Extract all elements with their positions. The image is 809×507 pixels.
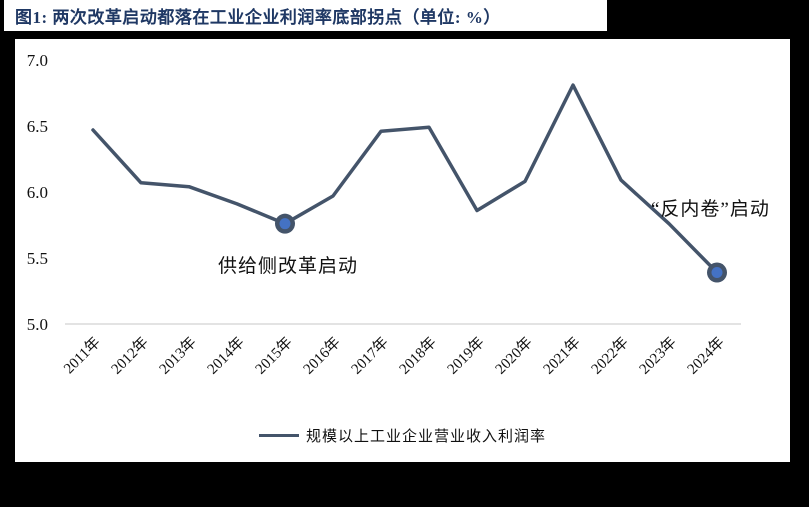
line-chart: 7.0 6.5 6.0 5.5 5.0 2011年 2012年 2013年 2014年 2015年…	[27, 51, 741, 378]
x-axis-tick-label: 2014年	[204, 334, 248, 378]
x-axis-tick-label: 2011年	[60, 334, 103, 377]
x-axis-tick-label: 2022年	[588, 334, 632, 378]
chart-card: 7.0 6.5 6.0 5.5 5.0 2011年 2012年 2013年 2014年 2015年…	[15, 39, 790, 465]
y-axis-tick-label: 6.0	[27, 183, 48, 202]
x-axis-tick-label: 2023年	[636, 334, 680, 378]
x-axis-tick-label: 2020年	[492, 334, 536, 378]
annotation-anti-involution: “反内卷”启动	[651, 199, 770, 220]
legend-series-label: 规模以上工业企业营业收入利润率	[305, 429, 546, 445]
x-axis-tick-label: 2019年	[444, 334, 488, 378]
data-point-marker	[711, 267, 723, 279]
x-axis-tick-label: 2016年	[300, 334, 344, 378]
y-axis-tick-label: 7.0	[27, 51, 48, 70]
chart-legend: 规模以上工业企业营业收入利润率	[15, 425, 790, 446]
figure-title-bar: 图1: 两次改革启动都落在工业企业利润率底部拐点（单位: %）	[4, 0, 607, 31]
y-axis-tick-label: 6.5	[27, 117, 48, 136]
figure-title: 图1: 两次改革启动都落在工业企业利润率底部拐点（单位: %）	[15, 8, 501, 27]
x-axis-tick-label: 2017年	[348, 334, 392, 378]
x-axis-tick-label: 2018年	[396, 334, 440, 378]
x-axis-tick-label: 2024年	[684, 334, 728, 378]
y-axis-tick-label: 5.5	[27, 249, 48, 268]
legend-line-swatch	[258, 434, 299, 437]
series-line	[91, 83, 719, 275]
x-axis-tick-label: 2015年	[252, 334, 296, 378]
data-point-marker	[279, 218, 291, 230]
x-axis-tick-label: 2021年	[540, 334, 584, 378]
x-axis-tick-label: 2013年	[156, 334, 200, 378]
y-axis-tick-label: 5.0	[27, 315, 48, 334]
x-axis-tick-label: 2012年	[108, 334, 152, 378]
annotation-supply-side-reform: 供给侧改革启动	[218, 256, 359, 277]
